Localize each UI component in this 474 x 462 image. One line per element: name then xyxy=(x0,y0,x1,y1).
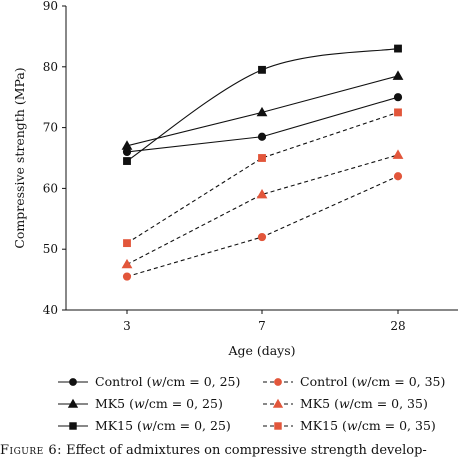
legend-marker-4 xyxy=(272,398,284,408)
legend-label-6: MK15 (w/cm = 0, 35) xyxy=(300,418,436,433)
x-tick-label: 3 xyxy=(123,319,131,333)
y-tick-label: 40 xyxy=(43,303,58,317)
caption-label: Figure 6: xyxy=(0,443,62,458)
series-line-6 xyxy=(126,111,399,244)
data-point-s4-1 xyxy=(122,272,132,281)
legend-marker-1 xyxy=(69,378,77,386)
data-point-s1-2 xyxy=(257,132,267,141)
legend-marker-6 xyxy=(274,422,282,430)
data-point-s3-3 xyxy=(394,44,402,53)
x-axis-title: Age (days) xyxy=(227,343,295,358)
data-point-s6-2 xyxy=(258,154,266,162)
legend-label-5: MK15 (w/cm = 0, 25) xyxy=(95,418,231,433)
data-point-s5-1 xyxy=(121,258,133,269)
data-point-s3-1 xyxy=(123,157,131,165)
y-tick-label: 80 xyxy=(43,60,58,74)
figure-caption: Figure 6: Effect of admixtures on compre… xyxy=(0,443,474,458)
data-point-s1-3 xyxy=(393,93,403,102)
data-point-s4-3 xyxy=(393,172,403,181)
data-point-s6-1 xyxy=(123,239,131,248)
legend-label-2: Control (w/cm = 0, 35) xyxy=(300,374,445,389)
x-tick-label: 28 xyxy=(390,319,405,333)
series-line-1 xyxy=(126,96,399,153)
legend-marker-3 xyxy=(67,398,79,408)
legend-marker-5 xyxy=(69,422,77,430)
y-tick-label: 90 xyxy=(43,0,58,13)
data-point-s6-3 xyxy=(394,108,402,117)
legend-marker-2 xyxy=(274,378,282,386)
caption-text: Effect of admixtures on compressive stre… xyxy=(66,443,427,458)
legend-label-3: MK5 (w/cm = 0, 25) xyxy=(95,396,223,411)
data-point-s5-2 xyxy=(256,188,268,199)
legend-label-1: Control (w/cm = 0, 25) xyxy=(95,374,240,389)
data-point-s3-2 xyxy=(258,65,266,74)
data-point-s2-2 xyxy=(256,106,268,117)
y-tick-label: 70 xyxy=(43,121,58,135)
data-point-s4-2 xyxy=(257,232,267,242)
data-point-s2-3 xyxy=(392,70,404,80)
legend-label-4: MK5 (w/cm = 0, 35) xyxy=(300,396,428,411)
y-axis-title: Compressive strength (MPa) xyxy=(12,67,27,248)
y-tick-label: 50 xyxy=(43,242,58,256)
series-line-5 xyxy=(126,154,399,265)
series-line-3 xyxy=(126,48,399,162)
data-point-s2-1 xyxy=(121,140,133,150)
data-point-s5-3 xyxy=(392,149,404,159)
y-tick-label: 60 xyxy=(43,181,58,195)
x-tick-label: 7 xyxy=(258,319,266,333)
